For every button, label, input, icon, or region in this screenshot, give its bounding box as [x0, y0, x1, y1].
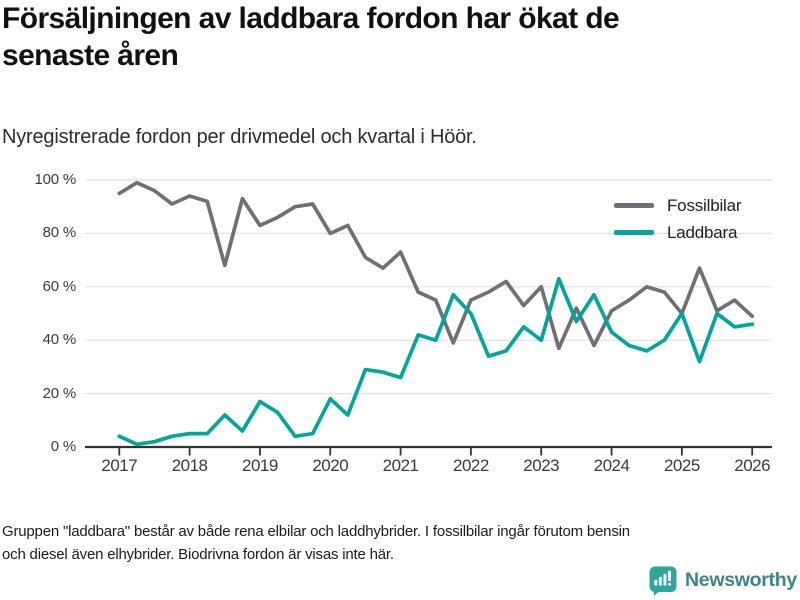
legend-label-fossilbilar: Fossilbilar [667, 195, 742, 215]
x-axis-label-2023: 2023 [523, 456, 560, 475]
line-laddbara [117, 276, 755, 447]
footnote: Gruppen "laddbara" består av både rena e… [2, 521, 782, 566]
legend-item-laddbara: Laddbara [614, 219, 741, 246]
x-axis-label-2018: 2018 [171, 456, 208, 475]
page-title-line-2: senaste åren [2, 39, 179, 72]
legend-swatch-laddbara [614, 230, 654, 235]
page-title: Försäljningen av laddbara fordon har öka… [2, 0, 764, 74]
x-axis-label-2025: 2025 [663, 456, 700, 475]
y-axis-label-80: 80 % [42, 224, 77, 242]
newsworthy-logo-icon [649, 566, 677, 596]
page-title-line-1: Försäljningen av laddbara fordon har öka… [2, 2, 620, 35]
x-axis-label-2017: 2017 [101, 456, 138, 475]
legend-swatch-fossilbilar [614, 203, 654, 208]
chart-subtitle: Nyregistrerade fordon per drivmedel och … [2, 126, 477, 148]
newsworthy-logo: Newsworthy [649, 566, 797, 596]
legend-item-fossilbilar: Fossilbilar [614, 192, 742, 219]
x-axis-label-2019: 2019 [242, 456, 278, 475]
x-axis-label-2026: 2026 [734, 456, 771, 475]
y-axis-label-20: 20 % [42, 384, 77, 402]
x-axis-label-2020: 2020 [312, 456, 349, 475]
y-axis-label-0: 0 % [50, 438, 76, 455]
newsworthy-wordmark: Newsworthy [685, 569, 797, 591]
x-axis-label-2022: 2022 [452, 456, 489, 475]
x-axis-label-2024: 2024 [593, 456, 630, 475]
footnote-line-1: Gruppen "laddbara" består av både rena e… [2, 523, 630, 540]
y-axis-label-60: 60 % [42, 277, 77, 295]
y-axis-label-100: 100 % [34, 171, 76, 188]
x-axis-label-2021: 2021 [382, 456, 419, 475]
legend-label-laddbara: Laddbara [667, 222, 738, 242]
chart-legend: Fossilbilar Laddbara [614, 192, 742, 246]
y-axis-label-40: 40 % [42, 331, 77, 349]
line-fossilbilar [117, 180, 755, 351]
footnote-line-2: och diesel även elhybrider. Biodrivna fo… [2, 545, 394, 563]
